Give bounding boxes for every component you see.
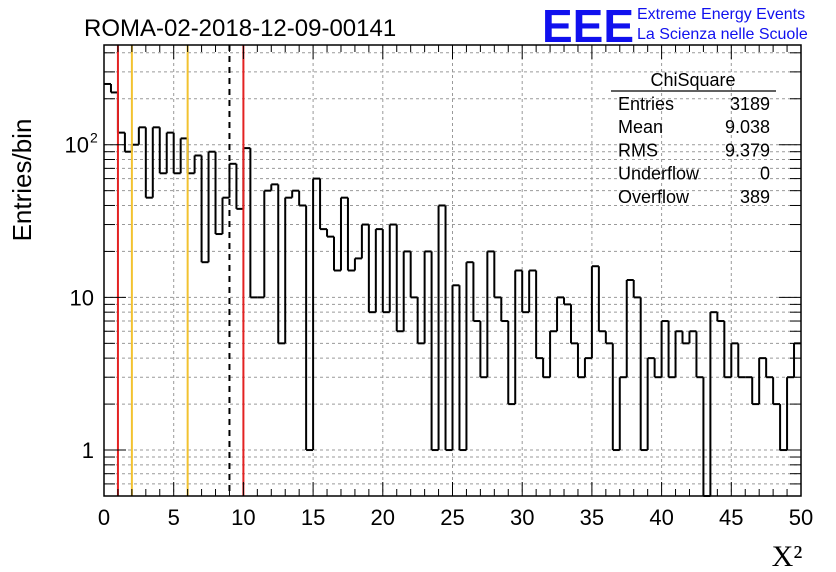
run-title: ROMA-02-2018-12-09-00141 bbox=[84, 15, 396, 42]
stats-box: ChiSquare Entries 3189 Mean 9.038 RMS 9.379 Un… bbox=[611, 70, 776, 207]
x-tick-label: 40 bbox=[649, 505, 673, 530]
stats-row-label: Entries bbox=[618, 94, 674, 114]
stats-row-value: 389 bbox=[740, 187, 770, 207]
stats-row-value: 3189 bbox=[730, 94, 770, 114]
y-tick-label-exponent: 2 bbox=[90, 130, 98, 146]
y-tick-label: 10 bbox=[65, 133, 89, 158]
x-axis-title: X² bbox=[772, 540, 803, 572]
stats-row-label: Mean bbox=[618, 117, 663, 137]
x-tick-label: 0 bbox=[98, 505, 110, 530]
eee-logo: EEE bbox=[542, 0, 634, 52]
logo-line-2: La Scienza nelle Scuole bbox=[637, 26, 808, 43]
x-tick-label: 20 bbox=[371, 505, 395, 530]
y-tick-label: 1 bbox=[82, 438, 94, 463]
x-tick-label: 5 bbox=[168, 505, 180, 530]
x-tick-label: 15 bbox=[301, 505, 325, 530]
x-tick-label: 50 bbox=[789, 505, 813, 530]
reference-lines bbox=[116, 45, 245, 496]
x-tick-label: 25 bbox=[440, 505, 464, 530]
stats-row-value: 9.379 bbox=[725, 140, 770, 160]
logo-line-1: Extreme Energy Events bbox=[637, 6, 805, 23]
stats-title: ChiSquare bbox=[650, 70, 735, 90]
histogram bbox=[104, 82, 801, 497]
y-axis-title: Entries/bin bbox=[7, 119, 37, 242]
axis-ticks bbox=[103, 45, 802, 496]
y-tick-label: 10 bbox=[70, 285, 94, 310]
x-tick-label: 35 bbox=[580, 505, 604, 530]
stats-row-label: RMS bbox=[618, 140, 658, 160]
x-tick-label: 10 bbox=[231, 505, 255, 530]
x-tick-label: 45 bbox=[719, 505, 743, 530]
stats-row-value: 9.038 bbox=[725, 117, 770, 137]
stats-row-value: 0 bbox=[760, 164, 770, 184]
stats-row-label: Underflow bbox=[618, 164, 700, 184]
x-tick-label: 30 bbox=[510, 505, 534, 530]
stats-row-label: Overflow bbox=[618, 187, 690, 207]
stats-rows: Entries 3189 Mean 9.038 RMS 9.379 Underflow 0 Ov… bbox=[618, 94, 770, 207]
